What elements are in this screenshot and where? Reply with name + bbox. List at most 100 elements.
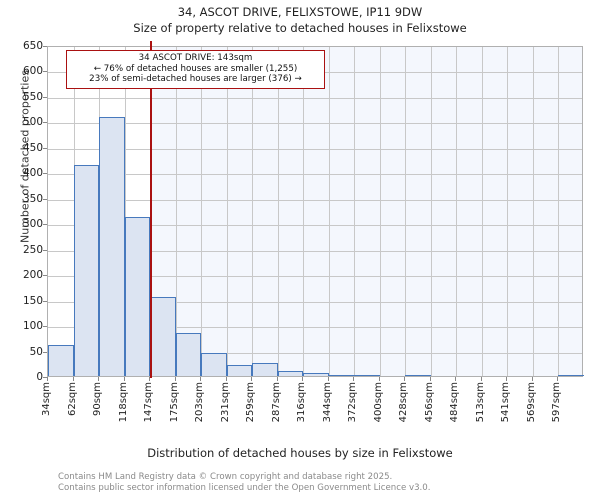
x-axis-tick-label: 90sqm [92, 382, 104, 417]
histogram-bar [328, 374, 355, 376]
x-axis-tick-label: 344sqm [321, 382, 333, 423]
x-axis-tick-mark [276, 377, 278, 381]
y-axis-tick-mark [43, 147, 47, 149]
gridline-vertical [252, 47, 254, 376]
x-axis-tick-mark [557, 377, 559, 381]
gridline-vertical [226, 47, 228, 376]
histogram-bar [354, 375, 380, 376]
y-axis-tick-label: 550 [22, 90, 43, 103]
y-axis-tick-label: 500 [22, 116, 43, 129]
x-axis-tick-mark [174, 377, 176, 381]
gridline-horizontal [48, 352, 582, 354]
gridline-vertical [507, 47, 509, 376]
histogram-bar [303, 372, 329, 376]
x-axis-tick-label: 456sqm [423, 382, 435, 423]
y-axis-tick-label: 100 [22, 320, 43, 333]
gridline-horizontal [48, 174, 582, 176]
annotation-line-2: ← 76% of detached houses are smaller (1,… [93, 63, 298, 74]
y-axis-tick-mark [43, 198, 47, 200]
chart-title: 34, ASCOT DRIVE, FELIXSTOWE, IP11 9DW [177, 5, 423, 19]
y-axis-tick-label: 0 [36, 371, 43, 383]
x-axis-tick-mark [123, 377, 125, 381]
x-axis-tick-label: 372sqm [347, 382, 359, 423]
annotation-line-3: 23% of semi-detached houses are larger (… [89, 74, 302, 84]
y-axis-tick-mark [43, 46, 47, 47]
y-axis-tick-mark [43, 96, 47, 98]
histogram-bar [175, 332, 202, 376]
x-axis-tick-label: 316sqm [296, 382, 308, 423]
gridline-vertical [532, 47, 534, 376]
gridline-horizontal [48, 199, 582, 201]
y-axis-tick-mark [43, 173, 47, 175]
x-axis-tick-label: 231sqm [219, 382, 231, 423]
y-axis-tick-mark [43, 300, 47, 302]
x-axis-tick-mark [251, 377, 253, 381]
gridline-horizontal [48, 225, 582, 227]
x-axis-tick-label: 597sqm [551, 382, 563, 423]
x-axis-tick-mark [378, 377, 380, 381]
histogram-bar [99, 117, 125, 376]
x-axis-tick-label: 259sqm [245, 382, 257, 423]
x-axis-tick-mark [455, 377, 457, 381]
x-axis-tick-label: 62sqm [66, 382, 78, 417]
gridline-vertical [558, 47, 560, 376]
y-axis-tick-mark [43, 224, 47, 226]
x-axis-tick-label: 541sqm [500, 382, 512, 423]
footer-line-2: Contains public sector information licen… [58, 482, 431, 493]
histogram-bar [277, 371, 304, 376]
property-marker-line [150, 41, 152, 378]
histogram-bar [226, 364, 253, 376]
x-axis-tick-mark [302, 377, 304, 381]
gridline-vertical [430, 47, 432, 376]
x-axis-tick-label: 175sqm [168, 382, 180, 423]
x-axis-tick-label: 287sqm [270, 382, 282, 423]
y-axis-tick-label: 250 [22, 243, 43, 256]
y-axis-tick-label: 300 [22, 218, 43, 231]
gridline-horizontal [48, 97, 582, 99]
histogram-bar [124, 217, 151, 376]
gridline-horizontal [48, 250, 582, 252]
histogram-bar [252, 363, 278, 376]
y-axis-tick-mark [43, 71, 47, 73]
x-axis-tick-mark [327, 377, 329, 381]
gridline-vertical [124, 47, 126, 376]
y-axis-tick-label: 400 [22, 167, 43, 180]
gridline-vertical [481, 47, 483, 376]
y-axis-tick-label: 450 [22, 141, 43, 154]
y-axis-tick-label: 600 [22, 65, 43, 78]
gridline-horizontal [48, 148, 582, 150]
footer-line-1: Contains HM Land Registry data © Crown c… [58, 472, 393, 482]
gridline-vertical [456, 47, 458, 376]
annotation-line-1: 34 ASCOT DRIVE: 143sqm [138, 53, 253, 63]
x-axis-tick-mark [353, 377, 355, 381]
gridline-vertical [405, 47, 407, 376]
y-axis-tick-mark [43, 122, 47, 124]
x-axis-tick-label: 428sqm [398, 382, 410, 423]
gridline-vertical [354, 47, 356, 376]
y-axis-tick-mark [43, 326, 47, 328]
y-axis-tick-label: 200 [22, 269, 43, 282]
x-axis-tick-mark [47, 377, 48, 381]
x-axis-tick-label: 147sqm [143, 382, 155, 423]
property-annotation-callout: 34 ASCOT DRIVE: 143sqm ← 76% of detached… [66, 50, 325, 89]
x-axis-tick-mark [531, 377, 533, 381]
y-axis-tick-label: 50 [29, 345, 43, 358]
x-axis-tick-mark [429, 377, 431, 381]
gridline-vertical [201, 47, 203, 376]
gridline-vertical [379, 47, 381, 376]
histogram-bar [150, 297, 176, 376]
histogram-bar [201, 352, 227, 376]
x-axis-tick-mark [480, 377, 482, 381]
y-axis-tick-label: 350 [22, 192, 43, 205]
y-axis-tick-mark [43, 377, 47, 378]
y-axis-ticks: 0 50 100 150 200 250 300 350 400 450 500 550 600 650 [0, 0, 47, 500]
x-axis-tick-label: 513sqm [474, 382, 486, 423]
x-axis-tick-mark [225, 377, 227, 381]
y-axis-tick-mark [43, 249, 47, 251]
x-axis-tick-mark [98, 377, 100, 381]
histogram-bar [73, 164, 100, 376]
gridline-horizontal [48, 123, 582, 125]
y-axis-tick-label: 150 [22, 294, 43, 307]
chart-subtitle: Size of property relative to detached ho… [133, 21, 467, 35]
y-axis-tick-mark [43, 275, 47, 277]
